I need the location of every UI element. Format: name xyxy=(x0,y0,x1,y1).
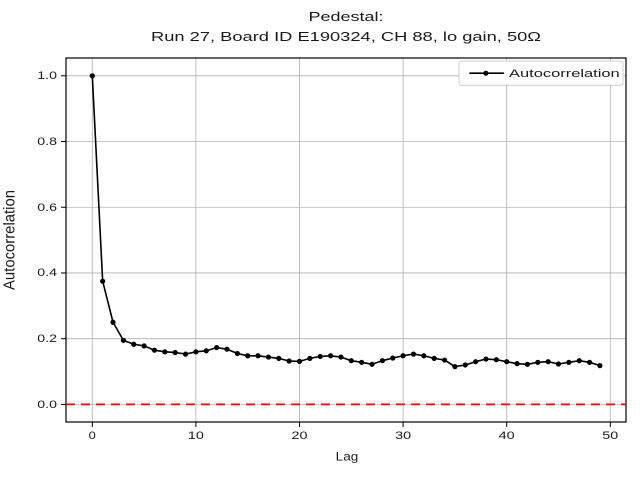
svg-text:0.2: 0.2 xyxy=(37,333,57,345)
svg-text:0.4: 0.4 xyxy=(37,267,57,279)
svg-text:Pedestal:: Pedestal: xyxy=(309,9,384,24)
svg-text:Autocorrelation: Autocorrelation xyxy=(2,190,19,290)
svg-text:10: 10 xyxy=(188,430,204,442)
svg-text:0.0: 0.0 xyxy=(37,399,57,411)
svg-text:50: 50 xyxy=(602,430,618,442)
svg-text:0.6: 0.6 xyxy=(37,202,57,214)
svg-text:Run 27, Board ID E190324, CH 8: Run 27, Board ID E190324, CH 88, lo gain… xyxy=(151,29,541,44)
svg-text:0.8: 0.8 xyxy=(37,136,57,148)
svg-text:20: 20 xyxy=(292,430,308,442)
svg-text:1.0: 1.0 xyxy=(37,70,57,82)
svg-text:40: 40 xyxy=(499,430,515,442)
svg-text:30: 30 xyxy=(395,430,411,442)
svg-text:Autocorrelation: Autocorrelation xyxy=(509,68,620,80)
svg-text:Lag: Lag xyxy=(336,450,359,464)
svg-text:0: 0 xyxy=(89,430,96,442)
